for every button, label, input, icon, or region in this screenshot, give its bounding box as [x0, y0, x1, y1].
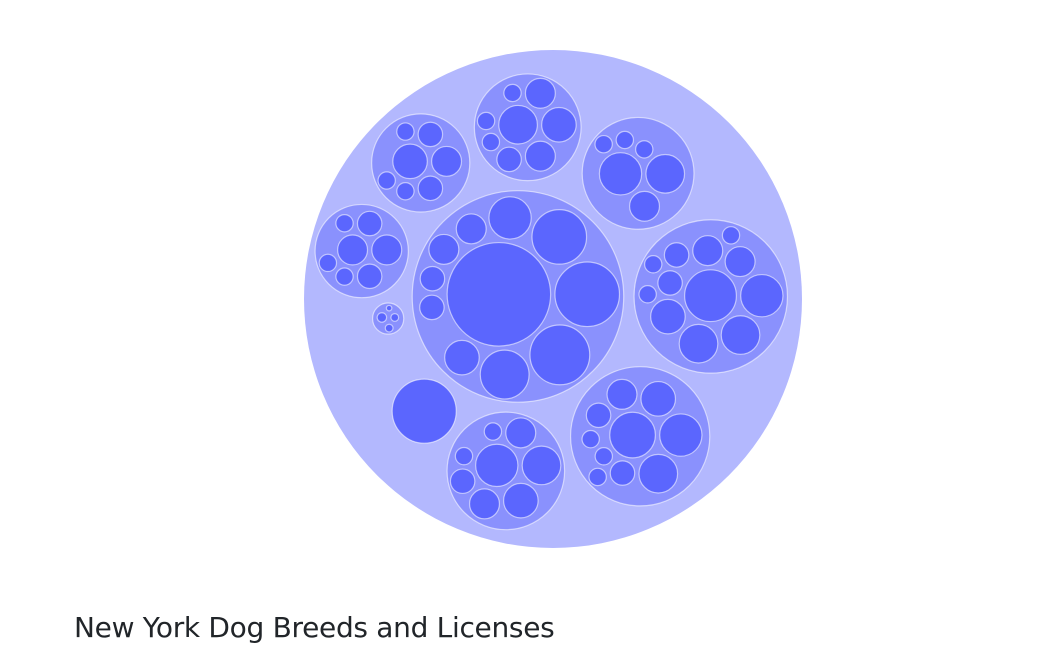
breed-bubble[interactable] — [598, 152, 643, 196]
breed-bubble[interactable] — [554, 261, 621, 328]
breed-bubble[interactable] — [337, 234, 369, 266]
breed-bubble[interactable] — [663, 242, 690, 268]
breed-bubble[interactable] — [488, 196, 532, 240]
breed-bubble[interactable] — [446, 241, 552, 347]
breed-bubble[interactable] — [371, 234, 403, 266]
breed-bubble[interactable] — [479, 349, 530, 400]
breed-bubble[interactable] — [356, 263, 383, 290]
breed-bubble[interactable] — [419, 294, 445, 321]
breed-bubble[interactable] — [638, 285, 657, 304]
breed-bubble[interactable] — [431, 145, 463, 177]
breed-bubble[interactable] — [684, 269, 737, 323]
breed-bubble[interactable] — [531, 208, 588, 265]
breed-bubble[interactable] — [376, 312, 388, 323]
breed-bubble[interactable] — [588, 467, 607, 487]
breed-bubble[interactable] — [417, 121, 444, 148]
breed-bubble[interactable] — [635, 140, 654, 159]
breed-bubble[interactable] — [724, 246, 756, 278]
breed-bubble[interactable] — [585, 402, 612, 429]
breed-bubble[interactable] — [502, 482, 539, 519]
breed-bubble[interactable] — [606, 378, 638, 410]
breed-bubble[interactable] — [428, 233, 460, 265]
breed-bubble[interactable] — [581, 429, 600, 449]
breed-bubble[interactable] — [454, 446, 474, 466]
breed-bubble[interactable] — [650, 298, 686, 335]
breed-bubble[interactable] — [483, 422, 503, 441]
breed-bubble[interactable] — [377, 171, 396, 190]
breed-bubble[interactable] — [720, 315, 761, 355]
group-bubble[interactable] — [371, 302, 405, 335]
breed-bubble[interactable] — [524, 77, 556, 109]
breed-bubble[interactable] — [392, 143, 428, 180]
breed-bubble[interactable] — [638, 453, 679, 494]
breed-bubble[interactable] — [417, 175, 444, 202]
breed-bubble[interactable] — [498, 104, 538, 145]
breed-bubble[interactable] — [524, 140, 556, 172]
breed-bubble[interactable] — [335, 267, 354, 286]
breed-bubble[interactable] — [475, 443, 519, 488]
breed-bubble[interactable] — [496, 146, 522, 173]
breed-bubble[interactable] — [449, 468, 476, 495]
breed-bubble[interactable] — [356, 210, 383, 237]
breed-bubble[interactable] — [721, 226, 741, 245]
breed-bubble[interactable] — [645, 153, 686, 194]
breed-bubble[interactable] — [644, 255, 663, 274]
breed-bubble[interactable] — [384, 323, 394, 333]
breed-bubble[interactable] — [396, 181, 415, 201]
breed-bubble[interactable] — [318, 253, 338, 273]
breed-bubble[interactable] — [505, 417, 537, 449]
breed-bubble[interactable] — [541, 106, 577, 143]
breed-bubble[interactable] — [396, 122, 415, 141]
breed-bubble[interactable] — [391, 378, 457, 444]
breed-bubble[interactable] — [385, 304, 393, 312]
breed-bubble[interactable] — [628, 190, 661, 222]
breed-bubble[interactable] — [640, 380, 677, 417]
breed-bubble[interactable] — [740, 273, 784, 318]
breed-bubble[interactable] — [419, 265, 446, 292]
breed-bubble[interactable] — [390, 312, 400, 322]
breed-bubble[interactable] — [692, 235, 724, 267]
breed-bubble[interactable] — [444, 339, 480, 376]
breed-bubble[interactable] — [503, 83, 522, 103]
breed-bubble[interactable] — [594, 134, 613, 154]
circle-pack-chart — [304, 50, 802, 548]
breed-bubble[interactable] — [335, 214, 354, 233]
breed-bubble[interactable] — [468, 488, 501, 520]
breed-bubble[interactable] — [678, 323, 719, 364]
breed-bubble[interactable] — [609, 460, 636, 486]
breed-bubble[interactable] — [659, 413, 703, 457]
breed-bubble[interactable] — [615, 130, 635, 150]
breed-bubble[interactable] — [521, 445, 562, 486]
breed-bubble[interactable] — [594, 447, 614, 466]
breed-bubble[interactable] — [657, 270, 683, 296]
breed-bubble[interactable] — [529, 324, 591, 386]
page-title: New York Dog Breeds and Licenses — [74, 611, 555, 644]
breed-bubble[interactable] — [609, 411, 656, 459]
breed-bubble[interactable] — [481, 132, 501, 152]
breed-bubble[interactable] — [455, 213, 487, 245]
breed-bubble[interactable] — [476, 111, 496, 131]
